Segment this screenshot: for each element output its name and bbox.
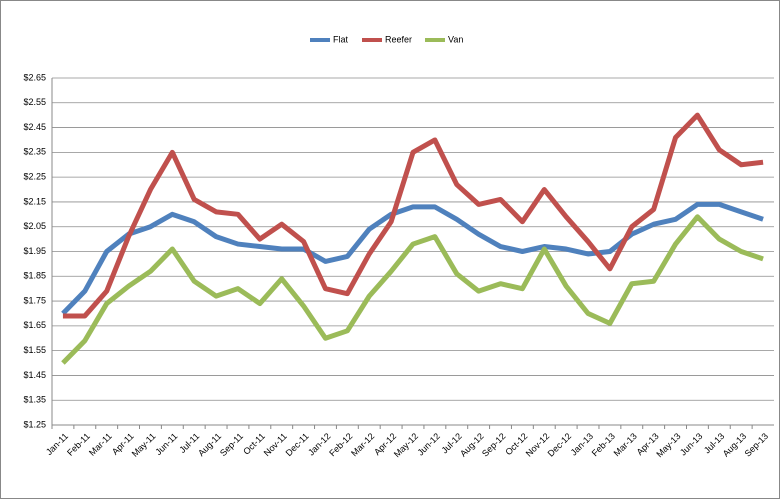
y-tick-label: $1.75 (23, 295, 46, 305)
legend-label: Van (448, 34, 463, 44)
y-tick-label: $2.15 (23, 196, 46, 206)
y-tick-label: $1.85 (23, 271, 46, 281)
y-tick-label: $1.45 (23, 370, 46, 380)
series-line (62, 112, 764, 319)
y-tick-label: $1.65 (23, 320, 46, 330)
y-tick-label: $1.25 (23, 419, 46, 429)
y-tick-label: $2.05 (23, 221, 46, 231)
y-tick-label: $1.55 (23, 345, 46, 355)
y-tick-label: $2.45 (23, 122, 46, 132)
y-tick-label: $1.95 (23, 246, 46, 256)
series-line (61, 214, 764, 365)
y-tick-label: $1.35 (23, 395, 46, 405)
y-tick-label: $2.25 (23, 172, 46, 182)
legend-label: Reefer (385, 34, 412, 44)
series-line (61, 201, 764, 316)
y-tick-label: $2.65 (23, 72, 46, 82)
y-tick-label: $2.35 (23, 147, 46, 157)
y-tick-label: $2.55 (23, 97, 46, 107)
legend-label: Flat (333, 34, 349, 44)
